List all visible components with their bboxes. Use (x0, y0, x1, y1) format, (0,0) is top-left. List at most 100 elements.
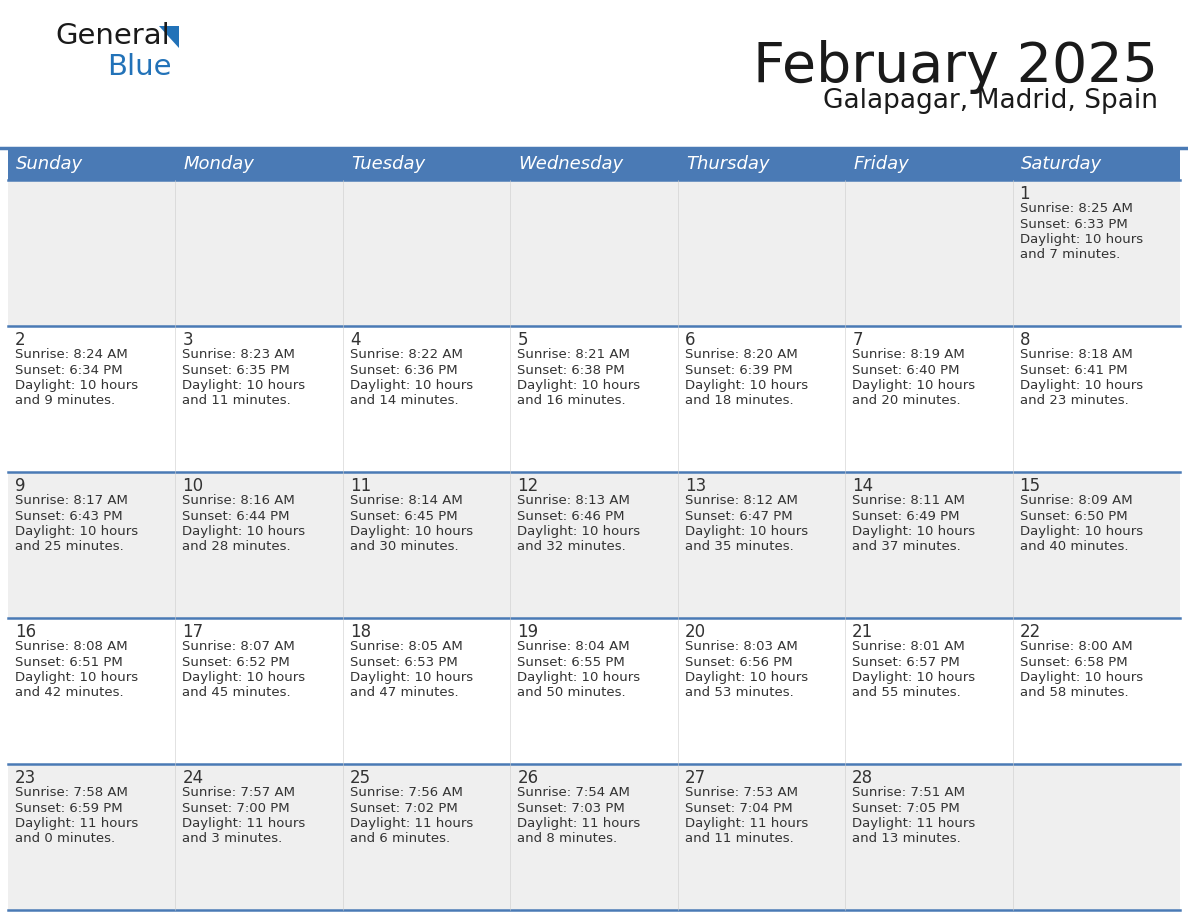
Text: Daylight: 10 hours: Daylight: 10 hours (349, 525, 473, 538)
Text: Daylight: 11 hours: Daylight: 11 hours (684, 817, 808, 830)
Text: Blue: Blue (107, 53, 171, 81)
Text: Sunset: 6:33 PM: Sunset: 6:33 PM (1019, 218, 1127, 230)
Text: Sunrise: 8:08 AM: Sunrise: 8:08 AM (15, 640, 127, 653)
Text: and 23 minutes.: and 23 minutes. (1019, 395, 1129, 408)
Text: Sunrise: 8:14 AM: Sunrise: 8:14 AM (349, 494, 462, 507)
Text: Daylight: 10 hours: Daylight: 10 hours (1019, 671, 1143, 684)
Bar (8, 472, 1180, 618)
Text: Sunrise: 8:25 AM: Sunrise: 8:25 AM (1019, 202, 1132, 215)
Text: Sunset: 6:41 PM: Sunset: 6:41 PM (1019, 364, 1127, 376)
Text: Daylight: 10 hours: Daylight: 10 hours (852, 671, 975, 684)
Text: Sunset: 6:35 PM: Sunset: 6:35 PM (183, 364, 290, 376)
Text: and 45 minutes.: and 45 minutes. (183, 687, 291, 700)
Text: 9: 9 (15, 477, 25, 495)
Text: and 37 minutes.: and 37 minutes. (852, 541, 961, 554)
Text: Sunset: 6:36 PM: Sunset: 6:36 PM (349, 364, 457, 376)
Text: Daylight: 10 hours: Daylight: 10 hours (517, 671, 640, 684)
Bar (8, 326, 1180, 472)
Text: Daylight: 10 hours: Daylight: 10 hours (517, 525, 640, 538)
Text: 27: 27 (684, 769, 706, 787)
Text: and 58 minutes.: and 58 minutes. (1019, 687, 1129, 700)
Text: Daylight: 10 hours: Daylight: 10 hours (684, 671, 808, 684)
Text: Daylight: 11 hours: Daylight: 11 hours (852, 817, 975, 830)
Text: Sunset: 7:04 PM: Sunset: 7:04 PM (684, 801, 792, 814)
Text: 19: 19 (517, 623, 538, 641)
Text: Sunset: 6:50 PM: Sunset: 6:50 PM (1019, 509, 1127, 522)
Text: Sunset: 6:39 PM: Sunset: 6:39 PM (684, 364, 792, 376)
Text: 6: 6 (684, 331, 695, 349)
Text: 28: 28 (852, 769, 873, 787)
Text: Daylight: 10 hours: Daylight: 10 hours (852, 379, 975, 392)
Text: Sunrise: 8:20 AM: Sunrise: 8:20 AM (684, 348, 797, 361)
Text: Sunset: 7:05 PM: Sunset: 7:05 PM (852, 801, 960, 814)
Text: Sunset: 7:03 PM: Sunset: 7:03 PM (517, 801, 625, 814)
Text: Sunset: 7:02 PM: Sunset: 7:02 PM (349, 801, 457, 814)
Bar (511, 148, 677, 180)
Text: Sunset: 6:38 PM: Sunset: 6:38 PM (517, 364, 625, 376)
Text: Galapagar, Madrid, Spain: Galapagar, Madrid, Spain (823, 88, 1158, 114)
Bar (845, 148, 1012, 180)
Text: Sunrise: 8:00 AM: Sunrise: 8:00 AM (1019, 640, 1132, 653)
Text: and 11 minutes.: and 11 minutes. (684, 833, 794, 845)
Text: and 53 minutes.: and 53 minutes. (684, 687, 794, 700)
Text: Sunrise: 8:07 AM: Sunrise: 8:07 AM (183, 640, 295, 653)
Text: Sunset: 6:53 PM: Sunset: 6:53 PM (349, 655, 457, 668)
Text: Sunrise: 8:11 AM: Sunrise: 8:11 AM (852, 494, 965, 507)
Text: Tuesday: Tuesday (352, 155, 425, 173)
Text: 5: 5 (517, 331, 527, 349)
Text: Daylight: 10 hours: Daylight: 10 hours (15, 525, 138, 538)
Text: 13: 13 (684, 477, 706, 495)
Text: Daylight: 10 hours: Daylight: 10 hours (684, 379, 808, 392)
Text: and 3 minutes.: and 3 minutes. (183, 833, 283, 845)
Text: Sunset: 6:40 PM: Sunset: 6:40 PM (852, 364, 960, 376)
Text: Sunday: Sunday (17, 155, 83, 173)
Text: Daylight: 11 hours: Daylight: 11 hours (349, 817, 473, 830)
Text: Sunset: 6:51 PM: Sunset: 6:51 PM (15, 655, 122, 668)
Text: Daylight: 10 hours: Daylight: 10 hours (15, 671, 138, 684)
Text: Sunset: 7:00 PM: Sunset: 7:00 PM (183, 801, 290, 814)
Text: Daylight: 10 hours: Daylight: 10 hours (183, 671, 305, 684)
Text: Saturday: Saturday (1020, 155, 1102, 173)
Text: Sunrise: 7:54 AM: Sunrise: 7:54 AM (517, 786, 630, 799)
Text: Sunrise: 8:17 AM: Sunrise: 8:17 AM (15, 494, 128, 507)
Text: Daylight: 10 hours: Daylight: 10 hours (183, 525, 305, 538)
Text: Sunset: 6:43 PM: Sunset: 6:43 PM (15, 509, 122, 522)
Text: 20: 20 (684, 623, 706, 641)
Text: 7: 7 (852, 331, 862, 349)
Bar (8, 148, 176, 180)
Text: Thursday: Thursday (687, 155, 770, 173)
Text: and 35 minutes.: and 35 minutes. (684, 541, 794, 554)
Text: Sunrise: 7:56 AM: Sunrise: 7:56 AM (349, 786, 463, 799)
Text: Sunset: 6:46 PM: Sunset: 6:46 PM (517, 509, 625, 522)
Text: Daylight: 10 hours: Daylight: 10 hours (1019, 379, 1143, 392)
Text: Sunrise: 8:24 AM: Sunrise: 8:24 AM (15, 348, 128, 361)
Text: Sunrise: 8:22 AM: Sunrise: 8:22 AM (349, 348, 463, 361)
Text: 11: 11 (349, 477, 371, 495)
Text: Sunrise: 7:51 AM: Sunrise: 7:51 AM (852, 786, 965, 799)
Text: 8: 8 (1019, 331, 1030, 349)
Text: Sunrise: 7:53 AM: Sunrise: 7:53 AM (684, 786, 797, 799)
Text: 14: 14 (852, 477, 873, 495)
Text: Sunrise: 8:13 AM: Sunrise: 8:13 AM (517, 494, 630, 507)
Text: Daylight: 10 hours: Daylight: 10 hours (349, 379, 473, 392)
Bar (8, 618, 1180, 764)
Text: and 40 minutes.: and 40 minutes. (1019, 541, 1129, 554)
Bar (8, 764, 1180, 910)
Text: and 7 minutes.: and 7 minutes. (1019, 249, 1120, 262)
Text: and 16 minutes.: and 16 minutes. (517, 395, 626, 408)
Text: 2: 2 (15, 331, 26, 349)
Text: Friday: Friday (853, 155, 909, 173)
Text: Daylight: 10 hours: Daylight: 10 hours (1019, 233, 1143, 246)
Text: Daylight: 11 hours: Daylight: 11 hours (15, 817, 138, 830)
Bar (176, 148, 343, 180)
Text: 3: 3 (183, 331, 194, 349)
Text: Sunrise: 8:12 AM: Sunrise: 8:12 AM (684, 494, 797, 507)
Text: Wednesday: Wednesday (519, 155, 624, 173)
Text: Sunset: 6:58 PM: Sunset: 6:58 PM (1019, 655, 1127, 668)
Text: and 18 minutes.: and 18 minutes. (684, 395, 794, 408)
Text: 22: 22 (1019, 623, 1041, 641)
Text: Sunrise: 8:03 AM: Sunrise: 8:03 AM (684, 640, 797, 653)
Text: Daylight: 10 hours: Daylight: 10 hours (852, 525, 975, 538)
Text: Sunrise: 8:04 AM: Sunrise: 8:04 AM (517, 640, 630, 653)
Text: Sunrise: 8:18 AM: Sunrise: 8:18 AM (1019, 348, 1132, 361)
